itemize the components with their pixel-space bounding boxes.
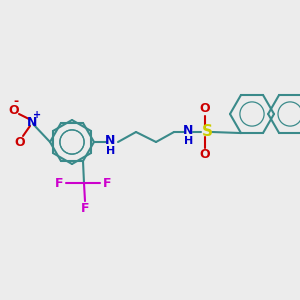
Text: O: O xyxy=(15,136,25,149)
Text: +: + xyxy=(33,110,42,121)
Text: F: F xyxy=(55,177,63,190)
Text: N: N xyxy=(183,124,193,136)
Text: N: N xyxy=(105,134,115,146)
Text: S: S xyxy=(202,124,212,140)
Text: F: F xyxy=(81,202,89,214)
Text: N: N xyxy=(27,116,37,128)
Text: H: H xyxy=(106,146,116,156)
Text: O: O xyxy=(200,103,210,116)
Text: O: O xyxy=(8,103,19,116)
Text: -: - xyxy=(14,94,19,107)
Text: H: H xyxy=(184,136,194,146)
Text: O: O xyxy=(200,148,210,161)
Text: F: F xyxy=(103,177,111,190)
